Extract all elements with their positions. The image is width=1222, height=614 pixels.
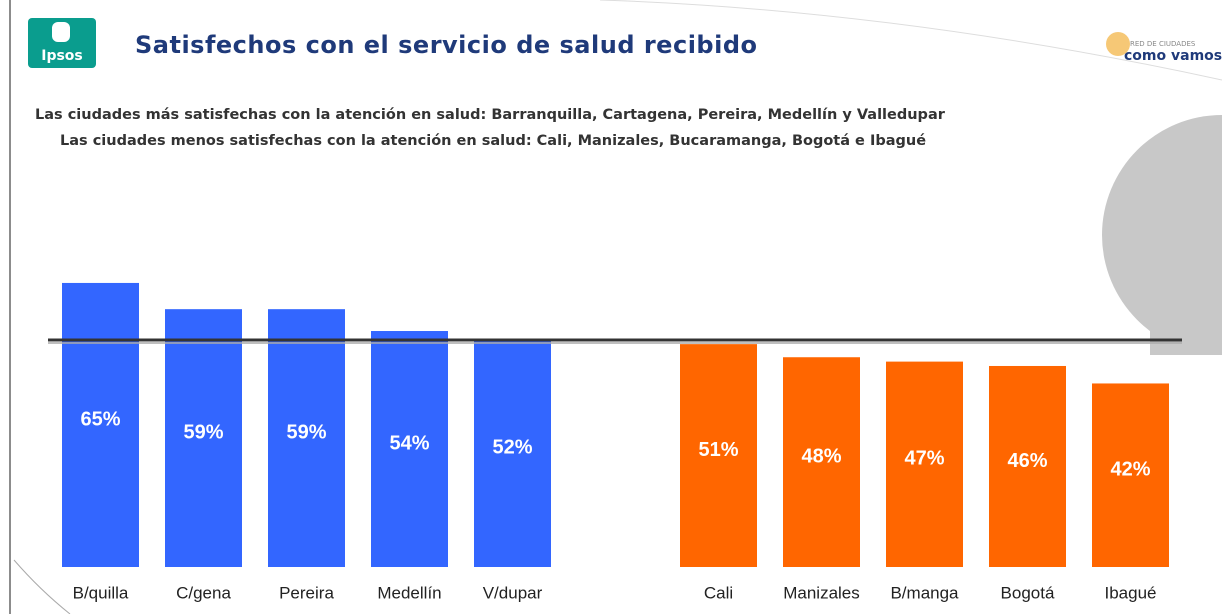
bar — [783, 357, 860, 567]
value-label: 65% — [80, 408, 120, 430]
logo-shape — [52, 22, 70, 42]
bar — [165, 309, 242, 567]
value-label: 48% — [801, 445, 841, 467]
x-tick-label: Ibagué — [1105, 583, 1157, 602]
bar — [989, 365, 1066, 567]
bar — [62, 282, 139, 567]
logo-small-text: RED DE CIUDADES — [1130, 40, 1196, 48]
background-shape — [1150, 235, 1222, 355]
x-tick-label: Cali — [704, 583, 733, 602]
bar — [1092, 383, 1169, 567]
decoration — [13, 559, 71, 614]
x-tick-label: Manizales — [783, 583, 860, 602]
subtitle: Las ciudades menos satisfechas con la at… — [60, 133, 926, 149]
x-tick-label: Bogotá — [1001, 583, 1055, 602]
x-tick-label: Medellín — [377, 583, 441, 602]
value-label: 51% — [698, 439, 738, 461]
ipsos-logo: Ipsos — [28, 18, 96, 68]
partner-logo: RED DE CIUDADES como vamos — [1106, 32, 1222, 64]
bar — [680, 344, 757, 567]
logo-box — [28, 18, 96, 68]
chart-title: Satisfechos con el servicio de salud rec… — [135, 31, 758, 59]
value-label: 59% — [286, 421, 326, 443]
value-label: 54% — [389, 432, 429, 454]
value-label: 42% — [1110, 459, 1150, 481]
x-tick-label: V/dupar — [483, 583, 543, 602]
value-label: 52% — [492, 437, 532, 459]
subtitle: Las ciudades más satisfechas con la aten… — [35, 107, 946, 123]
value-label: 59% — [183, 421, 223, 443]
x-tick-label: B/manga — [890, 583, 959, 602]
x-tick-label: C/gena — [176, 583, 231, 602]
decoration — [599, 0, 1222, 81]
logo-text: como vamos — [1124, 48, 1222, 64]
logo-text: Ipsos — [41, 48, 83, 64]
x-tick-label: Pereira — [279, 583, 334, 602]
plot: 65% B/quilla 59% C/gena 59% Pereira 54% Medellí… — [62, 282, 1169, 602]
bar — [371, 331, 448, 567]
x-tick-label: B/quilla — [73, 583, 129, 602]
value-label: 46% — [1007, 450, 1047, 472]
value-label: 47% — [904, 448, 944, 470]
bar — [268, 309, 345, 567]
logo-shape — [1106, 32, 1130, 56]
bar — [886, 361, 963, 567]
bar — [474, 339, 551, 567]
